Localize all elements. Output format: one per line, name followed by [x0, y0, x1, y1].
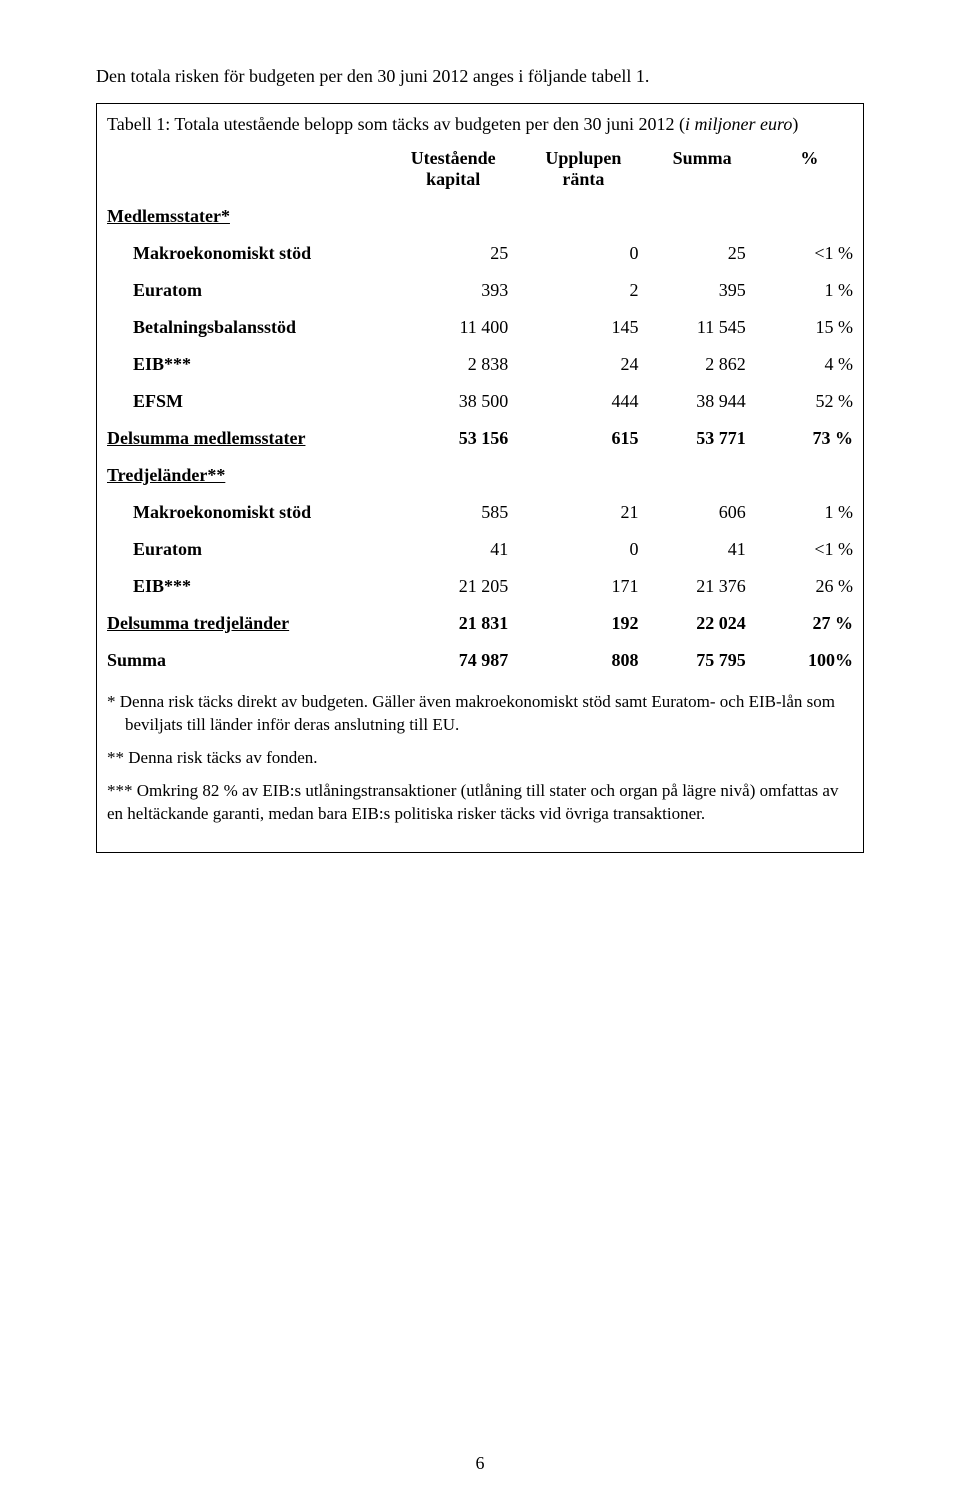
total-label: Summa	[97, 642, 388, 679]
header-col1: Utestående kapital	[388, 140, 518, 198]
row-c3: 38 944	[649, 383, 756, 420]
row-c4: 1 %	[756, 494, 863, 531]
caption-prefix: Tabell 1: Totala utestående belopp som t…	[107, 114, 685, 134]
row-label: EFSM	[97, 383, 388, 420]
row-c3: 2 862	[649, 346, 756, 383]
caption-italic: i miljoner euro	[685, 114, 792, 134]
row-c2: 24	[518, 346, 648, 383]
row-label: Euratom	[97, 531, 388, 568]
row-c1: 41	[388, 531, 518, 568]
footnote-3: *** Omkring 82 % av EIB:s utlåningstrans…	[107, 780, 853, 826]
row-c1: 11 400	[388, 309, 518, 346]
footnote-2: ** Denna risk täcks av fonden.	[107, 747, 853, 770]
data-table: Utestående kapital Upplupen ränta Summa …	[97, 140, 863, 679]
row-c1: 25	[388, 235, 518, 272]
row-c3: 21 376	[649, 568, 756, 605]
row-c1: 585	[388, 494, 518, 531]
total-row: Summa 74 987 808 75 795 100%	[97, 642, 863, 679]
row-c3: 11 545	[649, 309, 756, 346]
header-col3: Summa	[649, 140, 756, 198]
row-c2: 2	[518, 272, 648, 309]
header-blank	[97, 140, 388, 198]
subtotal2-c1: 21 831	[388, 605, 518, 642]
row-c3: 41	[649, 531, 756, 568]
section-row: Medlemsstater*	[97, 198, 863, 235]
row-c4: 52 %	[756, 383, 863, 420]
row-c3: 25	[649, 235, 756, 272]
subtotal2-c3: 22 024	[649, 605, 756, 642]
table-row: Euratom 41 0 41 <1 %	[97, 531, 863, 568]
row-label: EIB***	[97, 346, 388, 383]
row-c4: 4 %	[756, 346, 863, 383]
total-c4: 100%	[756, 642, 863, 679]
section-row: Tredjeländer**	[97, 457, 863, 494]
row-c3: 606	[649, 494, 756, 531]
row-c4: <1 %	[756, 531, 863, 568]
total-c1: 74 987	[388, 642, 518, 679]
row-c2: 0	[518, 235, 648, 272]
table-row: Makroekonomiskt stöd 25 0 25 <1 %	[97, 235, 863, 272]
row-c4: 1 %	[756, 272, 863, 309]
table-container: Tabell 1: Totala utestående belopp som t…	[96, 103, 864, 853]
table-row: EIB*** 21 205 171 21 376 26 %	[97, 568, 863, 605]
table-row: EFSM 38 500 444 38 944 52 %	[97, 383, 863, 420]
header-col4: %	[756, 140, 863, 198]
intro-paragraph: Den totala risken för budgeten per den 3…	[96, 66, 864, 87]
row-c4: 15 %	[756, 309, 863, 346]
table-row: EIB*** 2 838 24 2 862 4 %	[97, 346, 863, 383]
row-c2: 171	[518, 568, 648, 605]
total-c3: 75 795	[649, 642, 756, 679]
subtotal1-c1: 53 156	[388, 420, 518, 457]
row-c2: 145	[518, 309, 648, 346]
subtotal2-label: Delsumma tredjeländer	[107, 613, 289, 633]
subtotal-row: Delsumma medlemsstater 53 156 615 53 771…	[97, 420, 863, 457]
row-c1: 38 500	[388, 383, 518, 420]
table-row: Betalningsbalansstöd 11 400 145 11 545 1…	[97, 309, 863, 346]
subtotal2-c4: 27 %	[756, 605, 863, 642]
subtotal2-c2: 192	[518, 605, 648, 642]
row-c1: 21 205	[388, 568, 518, 605]
table-caption: Tabell 1: Totala utestående belopp som t…	[97, 104, 863, 140]
row-c1: 2 838	[388, 346, 518, 383]
row-c2: 444	[518, 383, 648, 420]
row-label: Makroekonomiskt stöd	[97, 494, 388, 531]
subtotal1-label: Delsumma medlemsstater	[107, 428, 305, 448]
section1-label: Medlemsstater*	[107, 206, 230, 226]
caption-suffix: )	[792, 114, 798, 134]
table-header-row: Utestående kapital Upplupen ränta Summa …	[97, 140, 863, 198]
table-row: Euratom 393 2 395 1 %	[97, 272, 863, 309]
subtotal1-c2: 615	[518, 420, 648, 457]
row-c4: <1 %	[756, 235, 863, 272]
row-c4: 26 %	[756, 568, 863, 605]
subtotal-row: Delsumma tredjeländer 21 831 192 22 024 …	[97, 605, 863, 642]
row-c3: 395	[649, 272, 756, 309]
row-label: Betalningsbalansstöd	[97, 309, 388, 346]
subtotal1-c3: 53 771	[649, 420, 756, 457]
total-c2: 808	[518, 642, 648, 679]
page-number: 6	[0, 1453, 960, 1474]
row-c1: 393	[388, 272, 518, 309]
row-label: Euratom	[97, 272, 388, 309]
page: Den totala risken för budgeten per den 3…	[0, 0, 960, 1498]
footnote-1: * Denna risk täcks direkt av budgeten. G…	[107, 691, 853, 737]
section2-label: Tredjeländer**	[107, 465, 225, 485]
row-label: Makroekonomiskt stöd	[97, 235, 388, 272]
row-c2: 21	[518, 494, 648, 531]
header-col2: Upplupen ränta	[518, 140, 648, 198]
row-c2: 0	[518, 531, 648, 568]
row-label: EIB***	[97, 568, 388, 605]
subtotal1-c4: 73 %	[756, 420, 863, 457]
table-row: Makroekonomiskt stöd 585 21 606 1 %	[97, 494, 863, 531]
footnotes: * Denna risk täcks direkt av budgeten. G…	[97, 679, 863, 852]
